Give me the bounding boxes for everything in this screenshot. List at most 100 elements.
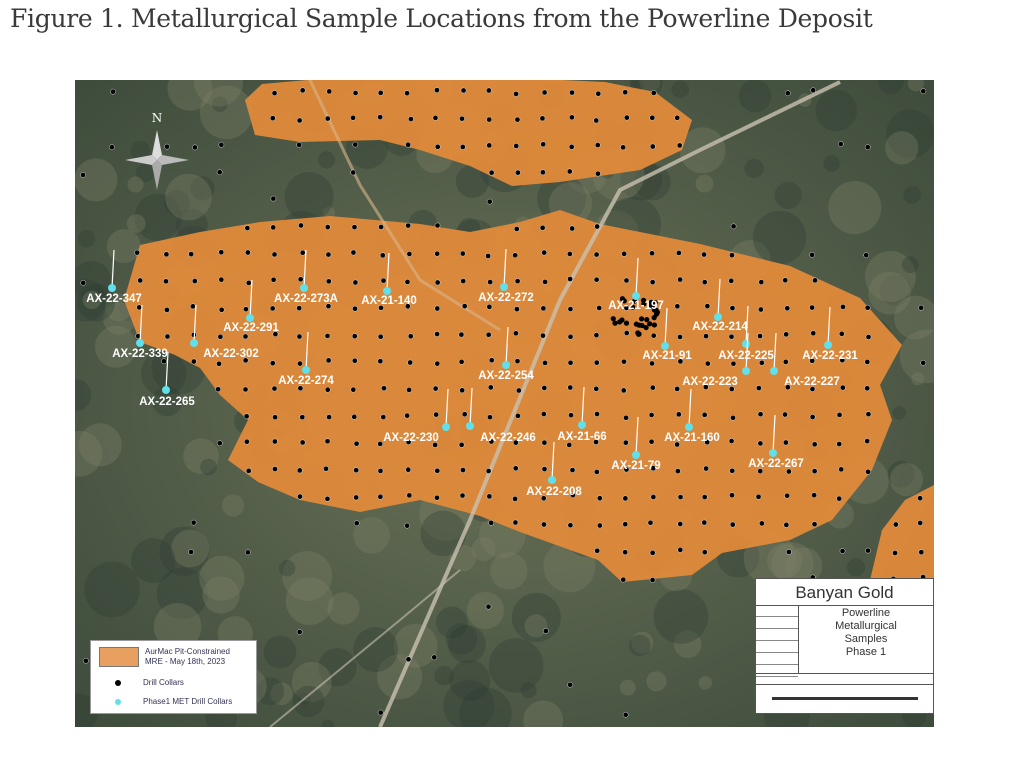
terrain-patch [471,537,496,562]
met-collar[interactable]: AX-22-272 [478,248,534,304]
drill-collar [729,305,736,311]
drill-collar [487,279,493,285]
terrain-patch [159,526,210,577]
met-collar-marker [502,361,510,369]
met-collar[interactable]: AX-21-140 [361,252,417,307]
drill-collar [486,116,493,123]
drill-collar [515,169,521,176]
drill-collar [352,279,359,286]
met-collar[interactable]: AX-22-291 [223,279,279,334]
leader-line [139,304,143,344]
drill-collar [540,305,547,312]
drill-collar [920,359,927,366]
met-collar[interactable]: AX-22-208 [526,441,582,498]
drill-collar [649,549,656,556]
terrain-patch [449,660,491,702]
drill-collar [566,442,573,448]
met-collar[interactable]: AX-22-254 [478,326,534,382]
terrain-patch [420,510,467,557]
pit-shell-swatch [99,647,139,667]
terrain-patch [631,631,654,654]
drill-collar [512,252,518,259]
met-collar-marker [742,340,750,348]
terrain-patch [200,458,217,476]
met-collar[interactable]: AX-22-302 [190,304,259,360]
leader-line [772,414,776,454]
terrain-patch [84,561,140,618]
terrain-patch [868,271,912,315]
drill-collar [379,252,386,259]
project-title-line: Samples [844,633,888,645]
drill-collar [730,414,736,421]
drill-collar [840,304,846,310]
drill-collar [540,495,547,502]
drill-collar [641,301,647,307]
met-collar[interactable]: AX-21-91 [642,307,692,362]
drill-collar [758,306,764,313]
drill-collar [325,278,332,285]
met-collar[interactable]: AX-22-227 [770,332,840,388]
met-collar[interactable]: AX-22-246 [466,387,536,444]
leader-line [386,252,390,292]
met-collar-label: AX-21-160 [664,432,720,444]
met-collar[interactable]: AX-21-160 [664,388,720,444]
drill-collar-symbol [115,679,121,686]
drill-collar [299,87,306,94]
drill-collar [647,321,653,327]
met-collar[interactable]: AX-22-339 [112,304,168,360]
drill-collar [595,170,601,177]
drill-collar [163,278,169,285]
terrain-patch [887,460,915,488]
terrain-patch [82,290,102,310]
met-collar[interactable]: AX-22-267 [748,414,804,470]
drill-collar [809,386,816,392]
drill-collar [594,142,601,148]
drill-collar [648,302,654,308]
pit-shell-north [245,80,692,186]
title-block-metadata [756,605,799,677]
drill-collar [567,681,574,688]
met-collar[interactable]: AX-22-223 [682,332,750,388]
drill-collar [920,88,927,95]
drill-collar [486,198,493,205]
met-collar[interactable]: AX-22-230 [383,388,450,444]
drill-collar [649,384,656,391]
drill-collar [459,387,465,394]
drill-collar [512,439,519,446]
drill-collar [272,466,278,472]
met-collar[interactable]: AX-21-197 [608,257,664,312]
drill-collar [486,493,493,500]
terrain-patch [130,140,151,161]
map-svg: AX-22-347 AX-22-273A AX-21-140 AX-22-272 AX-… [75,80,934,727]
drill-collar [218,276,225,283]
drill-collar [270,195,277,202]
met-collar[interactable]: AX-21-79 [611,416,661,472]
met-collar[interactable]: AX-22-214 [692,278,748,333]
met-collar[interactable]: AX-22-231 [802,306,858,362]
drill-collar [404,279,411,285]
met-collar[interactable]: AX-22-274 [278,331,334,387]
drill-collar [757,440,764,447]
terrain-patch [263,635,297,669]
met-collar[interactable]: AX-21-66 [557,386,607,443]
drill-collar [701,519,708,526]
met-collar-label: AX-22-273A [274,293,338,305]
met-collar-marker [632,451,640,459]
met-collar[interactable]: AX-22-265 [139,351,195,408]
terrain-patch [183,438,219,474]
drill-collar [216,169,223,176]
leader-line [664,307,668,347]
drill-collar [865,334,872,340]
terrain-patch [256,677,285,706]
drill-collar [190,358,197,365]
drill-collar [513,143,520,149]
drill-collar [782,277,789,284]
drill-collar [541,521,547,528]
met-collar[interactable]: AX-22-347 [86,249,142,305]
terrain-patch [285,577,334,625]
drill-collar [296,333,303,340]
drill-collar [621,298,627,304]
drill-collar [620,144,626,151]
met-collar[interactable]: AX-22-273A [274,249,338,305]
drill-collar [677,546,684,553]
